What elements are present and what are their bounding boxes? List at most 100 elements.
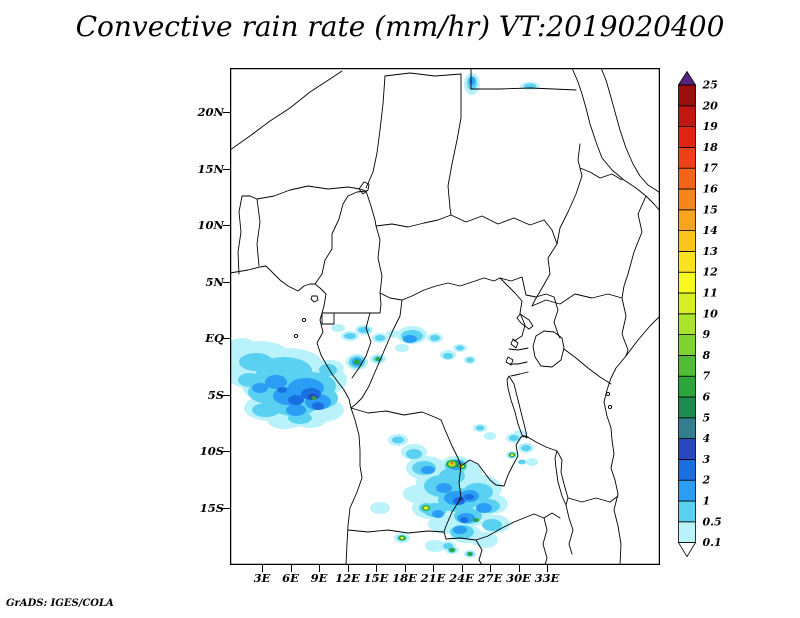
border-line — [603, 315, 660, 565]
colorbar-segment — [678, 84, 696, 107]
colorbar-tick-label: 13 — [703, 245, 719, 258]
colorbar-tick-label: 8 — [703, 349, 711, 362]
rain-cell — [467, 552, 473, 556]
colorbar-segment — [678, 458, 696, 481]
colorbar-segment — [678, 292, 696, 315]
rain-cell — [476, 503, 492, 513]
rain-cell — [469, 77, 475, 85]
rain-cell — [406, 449, 422, 459]
border-line — [532, 330, 565, 368]
colorbar-segment — [678, 479, 696, 502]
border-line — [384, 72, 462, 77]
border-line — [237, 195, 258, 275]
border-line — [314, 190, 367, 285]
rain-cell — [386, 330, 400, 338]
colorbar-tick-label: 6 — [703, 391, 711, 404]
border-line — [523, 512, 561, 519]
border-line — [379, 277, 501, 301]
lat-tick — [223, 451, 230, 452]
plot-title: Convective rain rate (mm/hr) VT:20190204… — [75, 10, 725, 43]
colorbar-segment — [678, 271, 696, 294]
border-line — [443, 465, 462, 533]
lon-tick — [461, 565, 463, 572]
colorbar-tick-label: 9 — [703, 328, 711, 341]
colorbar-tick-label: 16 — [703, 183, 719, 196]
colorbar-tick-label: 25 — [702, 79, 718, 92]
map-area — [230, 68, 660, 565]
border-line — [509, 361, 528, 365]
colorbar-segment — [678, 375, 696, 398]
rain-cell — [425, 540, 445, 552]
rain-cell — [331, 324, 345, 332]
lon-tick-label: 18E — [392, 571, 417, 585]
border-line — [321, 312, 335, 325]
rain-cell — [239, 353, 273, 371]
rain-cell — [400, 536, 404, 540]
colorbar-segment — [678, 250, 696, 273]
border-line — [508, 347, 529, 351]
border-line — [447, 117, 462, 216]
lat-tick-label: 20N — [197, 105, 224, 119]
rain-cell — [421, 466, 435, 474]
rain-cell — [473, 518, 479, 522]
rain-cell — [464, 494, 474, 500]
rain-cell — [484, 432, 496, 440]
rain-cell — [277, 387, 287, 393]
border-line — [443, 531, 477, 541]
border-line — [505, 356, 514, 366]
rain-cell — [518, 459, 526, 465]
lon-tick — [490, 565, 491, 572]
colorbar-tick-label: 0.5 — [703, 515, 722, 528]
rain-cell — [476, 425, 484, 431]
rain-cell — [252, 383, 268, 393]
lon-tick — [404, 565, 406, 572]
lat-tick — [223, 338, 230, 339]
border-line — [440, 419, 462, 467]
border-line — [525, 293, 555, 298]
colorbar-tick-label: 12 — [703, 266, 719, 279]
lat-tick-label: 5S — [207, 387, 224, 402]
lon-tick-label: 15E — [363, 571, 389, 585]
rain-cell — [521, 445, 531, 451]
border-line — [470, 68, 577, 91]
rain-cell — [265, 375, 287, 389]
border-line — [525, 435, 558, 452]
colorbar-segment — [678, 417, 696, 439]
rain-cell — [456, 345, 464, 351]
border-line — [230, 70, 343, 151]
border-line — [450, 214, 558, 245]
rain-cell — [443, 543, 453, 549]
lon-tick-label: 12E — [335, 571, 360, 585]
country-borders — [230, 68, 660, 565]
border-line — [556, 143, 583, 245]
lat-tick — [223, 112, 230, 113]
rain-cell — [344, 333, 356, 339]
island-outline — [605, 391, 611, 397]
rain-cell — [524, 83, 536, 89]
lon-tick — [433, 565, 434, 572]
lat-tick-label: EQ — [205, 331, 224, 345]
border-line — [510, 338, 519, 349]
lon-tick — [262, 565, 263, 572]
rain-cell — [460, 517, 468, 523]
colorbar-segment — [678, 147, 696, 169]
rain-shading-layer — [230, 73, 540, 558]
colorbar-tick-label: 7 — [703, 370, 711, 383]
colorbar: 0.1 0.5 1 2 3 4 5 6 7 8 9 10 11 12 13 14 15 16 17 18 19 20 25 — [678, 71, 748, 566]
rain-cell — [482, 519, 502, 531]
border-line — [499, 276, 527, 296]
lon-tick — [290, 565, 292, 572]
rain-cell — [453, 526, 467, 534]
map-frame — [230, 68, 660, 565]
lon-tick-label: 3E — [253, 571, 271, 585]
rain-cell — [430, 335, 440, 341]
border-line — [375, 225, 383, 294]
colorbar-segment — [678, 188, 696, 211]
colorbar-segment — [678, 354, 696, 377]
lat-tick — [223, 168, 230, 170]
colorbar-tick-label: 3 — [703, 453, 711, 466]
colorbar-segment — [678, 521, 696, 543]
rain-cell — [436, 483, 452, 493]
rain-cell — [449, 548, 455, 552]
